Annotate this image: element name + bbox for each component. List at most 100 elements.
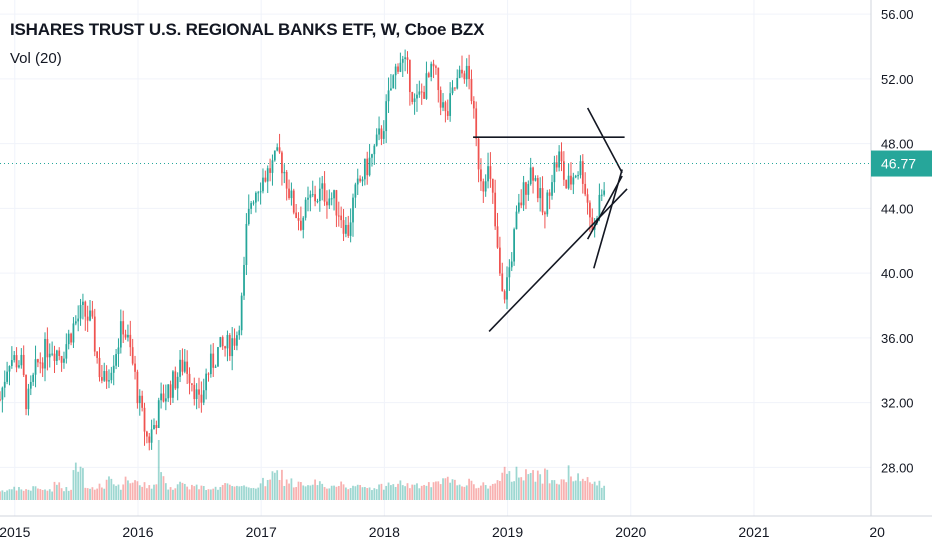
- volume-bar: [323, 487, 326, 500]
- volume-bar: [127, 480, 129, 500]
- volume-bar: [169, 487, 172, 500]
- candle-body: [8, 366, 11, 372]
- volume-bar: [432, 482, 435, 500]
- volume-bar: [112, 484, 115, 500]
- candle-body: [48, 353, 51, 358]
- volume-bar: [183, 483, 186, 500]
- volume-bar: [84, 487, 87, 500]
- volume-bar: [193, 486, 196, 500]
- volume-bar: [70, 489, 72, 500]
- candle-body: [544, 212, 546, 215]
- volume-bar: [212, 488, 215, 500]
- candle-body: [345, 224, 347, 234]
- volume-bar: [408, 488, 411, 500]
- wedge-apex-line: [586, 175, 623, 240]
- volume-bar: [565, 482, 568, 500]
- candle-body: [188, 373, 191, 384]
- volume-bar: [82, 468, 84, 500]
- volume-bar: [525, 469, 527, 500]
- volume-bar: [134, 480, 136, 500]
- volume-bar: [34, 486, 37, 500]
- volume-bar: [221, 484, 224, 500]
- candle-body: [420, 91, 423, 93]
- candle-body: [141, 395, 144, 408]
- volume-bar: [318, 481, 321, 500]
- candle-body: [536, 178, 539, 199]
- candle-body: [333, 190, 335, 199]
- volume-bar: [288, 483, 290, 500]
- volume-bar: [316, 485, 319, 500]
- volume-bar: [136, 481, 139, 500]
- candle-body: [586, 194, 589, 203]
- candle-body: [380, 128, 383, 139]
- candle-body: [359, 178, 361, 182]
- candle-body: [84, 301, 87, 317]
- candle-body: [205, 373, 208, 391]
- candle-body: [307, 197, 309, 200]
- volume-bar: [79, 466, 82, 500]
- candle-body: [91, 310, 94, 317]
- volume-bar: [342, 484, 345, 500]
- volume-bar: [373, 488, 376, 500]
- volume-bar: [368, 487, 371, 500]
- volume-bar: [100, 487, 103, 500]
- volume-bar: [148, 485, 151, 500]
- volume-bar: [477, 487, 480, 500]
- volume-bar: [399, 480, 402, 500]
- candle-body: [25, 374, 27, 410]
- volume-bar: [93, 489, 96, 500]
- volume-bar: [510, 481, 513, 500]
- candle-body: [340, 215, 343, 221]
- candle-body: [186, 361, 189, 374]
- candle-body: [74, 321, 77, 324]
- candle-body: [532, 167, 534, 181]
- candle-body: [570, 175, 572, 185]
- candle-body: [131, 347, 134, 364]
- volume-indicator-label[interactable]: Vol (20): [10, 50, 62, 67]
- candle-body: [461, 69, 463, 74]
- candle-body: [349, 222, 352, 236]
- volume-bar: [446, 476, 449, 500]
- volume-bar: [366, 488, 369, 500]
- volume-bar: [435, 481, 437, 500]
- candle-body: [51, 353, 54, 355]
- time-axis[interactable]: 2015 2016 2017 2018 2019 2020 2021 20: [0, 524, 885, 540]
- volume-bar: [209, 489, 212, 500]
- candle-body: [10, 360, 13, 367]
- candle-body: [60, 355, 63, 363]
- volume-bar: [188, 489, 191, 500]
- candle-body: [468, 65, 470, 80]
- volume-bar: [390, 485, 392, 500]
- candle-body: [53, 353, 56, 361]
- volume-bar: [250, 488, 253, 500]
- candle-body: [477, 138, 480, 170]
- volume-bar: [378, 484, 380, 500]
- candle-body: [560, 151, 563, 162]
- candle-body: [418, 91, 421, 95]
- volume-bar: [581, 478, 584, 500]
- candle-body: [167, 384, 170, 399]
- volume-bar: [425, 485, 428, 500]
- falling-wedge-upper-line: [586, 107, 623, 174]
- chart-title: ISHARES TRUST U.S. REGIONAL BANKS ETF, W…: [10, 20, 485, 39]
- candle-body: [368, 157, 371, 176]
- volume-bar: [363, 487, 366, 500]
- volume-bar: [437, 481, 440, 500]
- candle-body: [413, 98, 416, 102]
- volume-bar: [91, 487, 94, 500]
- price-axis[interactable]: 56.00 52.00 48.00 44.00 40.00 36.00 32.00 28.00: [881, 7, 914, 475]
- candle-body: [475, 108, 478, 139]
- candle-body: [193, 384, 196, 400]
- volume-bar: [579, 481, 582, 500]
- volume-bar: [522, 480, 525, 500]
- volume-bar: [472, 484, 475, 500]
- triangle-pattern-drawing: [473, 107, 628, 332]
- volume-bar: [58, 482, 61, 500]
- candle-body: [572, 177, 575, 185]
- volume-bar: [146, 488, 148, 500]
- volume-bar: [532, 470, 534, 500]
- candle-body: [487, 166, 489, 182]
- candle-body: [6, 371, 8, 382]
- volume-bar: [385, 485, 388, 500]
- candle-body: [39, 362, 42, 364]
